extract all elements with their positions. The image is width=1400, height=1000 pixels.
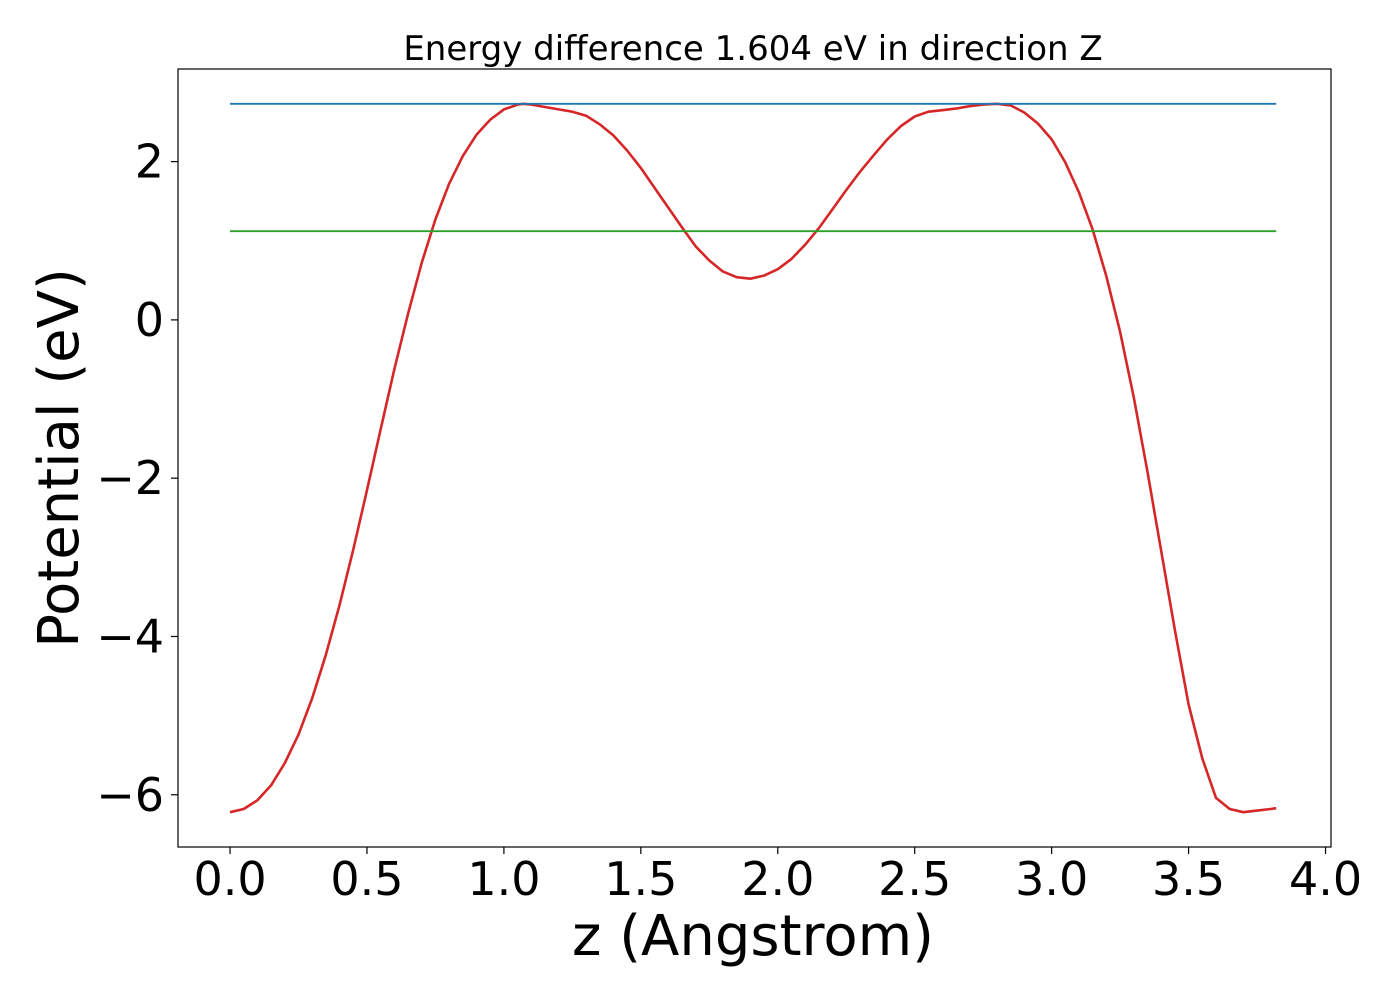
x-tick-label: 0.5 (330, 852, 403, 906)
y-tick-label: −4 (96, 609, 164, 663)
y-tick-label: 0 (135, 293, 164, 347)
x-tick-label: 2.5 (878, 852, 951, 906)
x-tick-label: 3.5 (1152, 852, 1225, 906)
x-tick-label: 4.0 (1289, 852, 1362, 906)
series-line-0 (229, 102, 1277, 814)
x-tick-label: 3.0 (1015, 852, 1088, 906)
chart-title: Energy difference 1.604 eV in direction … (403, 29, 1102, 69)
x-tick-label: 0.0 (193, 852, 266, 906)
y-axis-label: Potential (eV) (27, 268, 92, 648)
plot-frame (177, 68, 1332, 848)
x-tick-label: 1.5 (604, 852, 677, 906)
y-tick-label: 2 (135, 135, 164, 189)
axis-ticks: 0.0 0.5 1.0 1.5 2.0 2.5 3.0 3.5 4.0 −6 −4 −2 0 2 (96, 135, 1362, 906)
x-tick-label: 1.0 (467, 852, 540, 906)
x-axis-label: z (Angstrom) (572, 904, 934, 969)
y-tick-label: −6 (96, 768, 164, 822)
x-tick-label: 2.0 (741, 852, 814, 906)
y-tick-label: −2 (96, 451, 164, 505)
plot-area (229, 102, 1277, 814)
